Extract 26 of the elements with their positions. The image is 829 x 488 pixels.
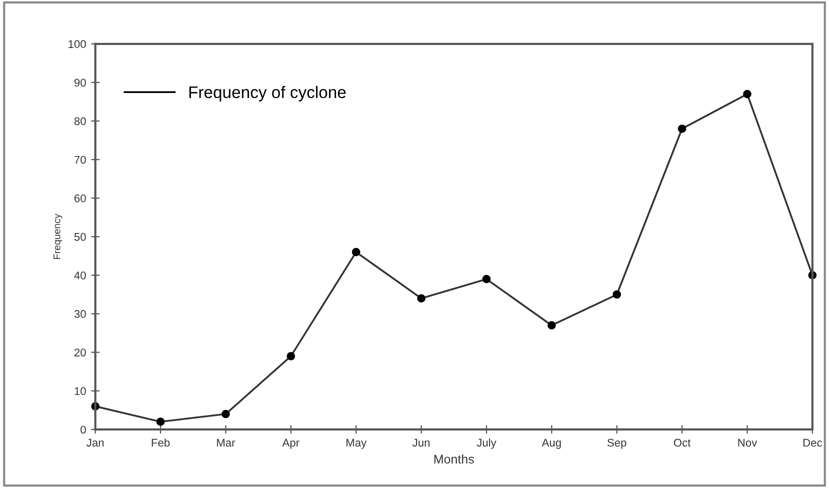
y-tick-label: 60 xyxy=(74,194,86,202)
y-axis-title: Frequency xyxy=(54,214,62,259)
x-tick-label: Apr xyxy=(282,438,300,449)
x-tick-label: Jun xyxy=(412,438,430,447)
y-tick-label: 30 xyxy=(74,310,86,318)
x-tick-label: Dec xyxy=(803,438,822,447)
x-tick-label: Sep xyxy=(607,438,626,449)
x-tick-label: July xyxy=(476,438,496,449)
legend-label: Frequency of cyclone xyxy=(189,86,346,102)
y-tick-label: 90 xyxy=(74,78,86,87)
x-tick-label: Feb xyxy=(152,438,170,447)
y-tick-label: 0 xyxy=(80,426,86,434)
y-tick-label: 20 xyxy=(74,348,86,356)
x-tick-label: May xyxy=(346,438,367,449)
y-tick-label: 40 xyxy=(74,272,86,280)
y-tick-label: 50 xyxy=(74,232,86,241)
y-tick-label: 70 xyxy=(74,156,86,164)
x-tick-label: Aug xyxy=(542,438,561,449)
x-tick-label: Mar xyxy=(217,438,236,447)
y-tick-label: 10 xyxy=(74,387,86,396)
y-tick-label: 80 xyxy=(74,117,86,126)
x-tick-label: Jan xyxy=(86,438,104,447)
x-tick-label: Oct xyxy=(674,438,691,447)
y-tick-label: 100 xyxy=(68,40,86,48)
x-tick-label: Nov xyxy=(738,438,758,447)
x-axis-title: Months xyxy=(434,454,474,464)
